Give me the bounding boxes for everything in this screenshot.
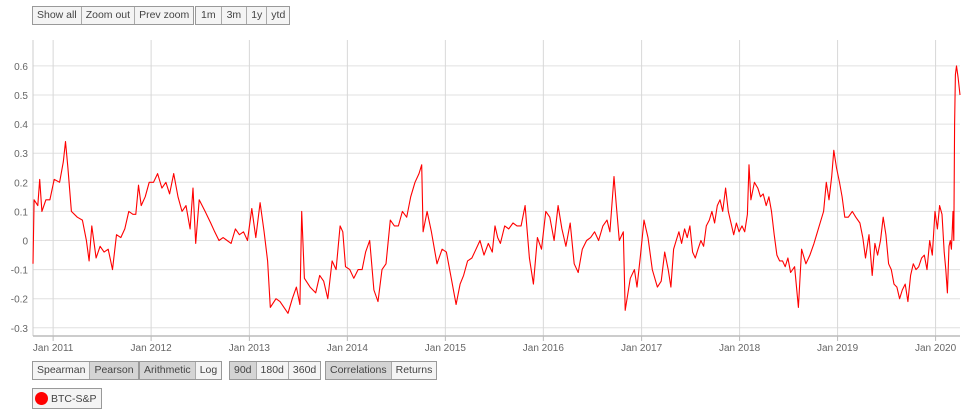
log-button[interactable]: Log	[195, 362, 222, 379]
y-tick-label: -0.1	[11, 266, 29, 277]
x-tick-label: Jan 2017	[621, 343, 663, 354]
range-button-group: 1m 3m 1y ytd	[195, 6, 291, 25]
x-tick-label: Jan 2020	[915, 343, 957, 354]
pearson-button[interactable]: Pearson	[90, 362, 138, 379]
legend-label: BTC-S&P	[51, 392, 97, 405]
y-tick-label: 0.1	[14, 207, 28, 218]
x-tick-label: Jan 2015	[425, 343, 467, 354]
arithmetic-button[interactable]: Arithmetic	[140, 362, 196, 379]
spearman-button[interactable]: Spearman	[33, 362, 91, 379]
y-tick-label: 0	[22, 237, 28, 248]
y-tick-label: 0.6	[14, 62, 28, 73]
x-tick-label: Jan 2014	[327, 343, 369, 354]
show-all-button[interactable]: Show all	[33, 7, 82, 24]
y-tick-label: -0.3	[11, 324, 29, 335]
series-color-dot-icon	[35, 392, 48, 405]
zoom-button-group: Show all Zoom out Prev zoom	[32, 6, 195, 25]
correlation-chart[interactable]: -0.3 -0.2 -0.1 0 0.1 0.2 0.3 0.4 0.5 0.6 Jan 2011…	[0, 0, 980, 360]
window-90d-button[interactable]: 90d	[230, 362, 257, 379]
x-tick-label: Jan 2016	[523, 343, 565, 354]
range-1m-button[interactable]: 1m	[196, 7, 222, 24]
y-tick-label: 0.5	[14, 91, 28, 102]
y-tick-label: 0.3	[14, 149, 28, 160]
x-tick-label: Jan 2018	[719, 343, 761, 354]
window-toggle: 90d 180d 360d	[229, 361, 322, 380]
range-3m-button[interactable]: 3m	[221, 7, 248, 24]
method-toggle: Spearman Pearson	[32, 361, 139, 380]
scale-toggle: Arithmetic Log	[139, 361, 223, 380]
y-tick-label: 0.4	[14, 120, 28, 131]
y-tick-label: -0.2	[11, 295, 29, 306]
series-line-btc-sp	[32, 65, 961, 314]
x-tick-label: Jan 2013	[229, 343, 271, 354]
returns-button[interactable]: Returns	[391, 362, 437, 379]
legend-item-btc-sp[interactable]: BTC-S&P	[32, 388, 102, 409]
mode-toggle: Correlations Returns	[325, 361, 438, 380]
window-180d-button[interactable]: 180d	[256, 362, 289, 379]
x-tick-label: Jan 2011	[33, 343, 74, 354]
range-ytd-button[interactable]: ytd	[267, 7, 290, 24]
zoom-out-button[interactable]: Zoom out	[81, 7, 136, 24]
range-1y-button[interactable]: 1y	[247, 7, 268, 24]
x-tick-label: Jan 2012	[131, 343, 173, 354]
window-360d-button[interactable]: 360d	[288, 362, 321, 379]
prev-zoom-button[interactable]: Prev zoom	[135, 7, 194, 24]
correlations-button[interactable]: Correlations	[326, 362, 392, 379]
x-tick-label: Jan 2019	[817, 343, 859, 354]
y-tick-label: 0.2	[14, 178, 28, 189]
